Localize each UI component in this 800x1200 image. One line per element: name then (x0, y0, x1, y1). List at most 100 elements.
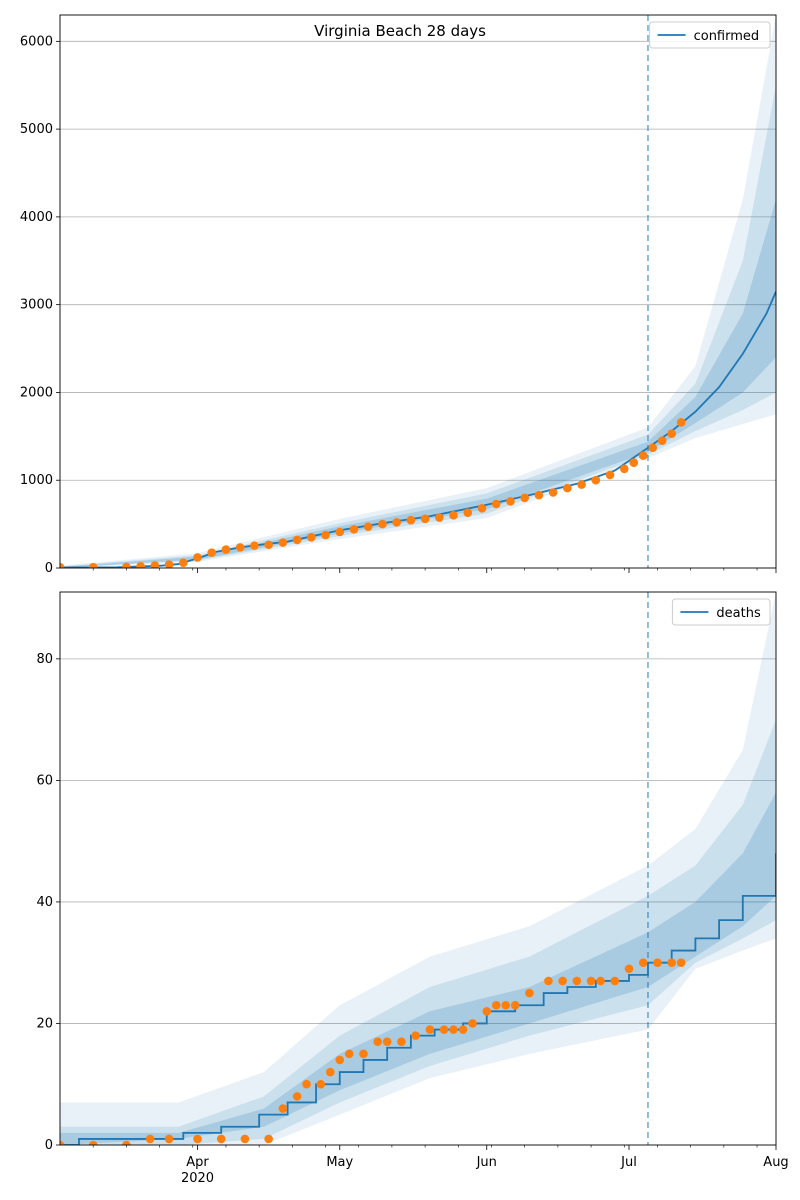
data-point (624, 964, 634, 974)
data-point (207, 548, 217, 557)
data-point (572, 976, 582, 986)
data-point (392, 518, 401, 527)
data-point (629, 458, 639, 467)
y-tick-label: 5000 (20, 122, 53, 137)
data-point (193, 553, 202, 562)
y-tick-label: 0 (45, 561, 53, 576)
data-point (136, 561, 145, 568)
uncertainty-band-wide (60, 719, 776, 1145)
data-point (667, 429, 676, 439)
data-point (302, 1079, 311, 1089)
data-point (307, 532, 316, 542)
data-point (321, 530, 330, 540)
data-point (411, 1031, 420, 1040)
data-point (325, 1067, 335, 1077)
data-point (510, 1000, 520, 1010)
data-point (638, 958, 648, 967)
data-point (667, 958, 676, 967)
data-point (586, 976, 596, 986)
data-point (596, 976, 605, 986)
data-point (648, 443, 658, 453)
y-tick-label: 4000 (20, 210, 53, 225)
legend-box (671, 598, 771, 626)
x-tick-label: Jul (620, 1155, 637, 1170)
data-point (477, 504, 487, 513)
data-point (525, 988, 534, 998)
data-point (605, 470, 615, 480)
data-point (292, 1092, 302, 1101)
y-tick-label: 80 (36, 652, 53, 667)
data-point (164, 1134, 174, 1144)
plot-area (60, 592, 776, 1145)
data-point (676, 417, 686, 427)
axes-frame (59, 14, 777, 569)
data-point (458, 1025, 468, 1034)
data-point (264, 540, 273, 550)
confirmed-panel: 0 1000 2000 3000 4000 5000 6000 Virginia Beach … (20, 14, 777, 576)
data-point (544, 976, 553, 986)
data-point (240, 1134, 250, 1144)
uncertainty-band-widest (60, 592, 776, 1145)
y-tick-label: 60 (36, 773, 53, 788)
plot-area (60, 15, 776, 568)
data-point (122, 1140, 131, 1145)
data-point (610, 976, 620, 986)
data-point (264, 1134, 273, 1144)
data-point (164, 560, 174, 568)
data-point (397, 1037, 406, 1046)
data-point (60, 562, 65, 568)
data-point (359, 1049, 368, 1059)
uncertainty-band-wide (60, 85, 776, 568)
data-point (221, 545, 231, 554)
y-tick-label: 1000 (20, 473, 53, 488)
x-tick-sublabel: 2020 (181, 1171, 214, 1186)
data-point (439, 1025, 449, 1034)
data-point (491, 1000, 501, 1010)
uncertainty-band-narrow (60, 199, 776, 568)
data-point (122, 562, 131, 568)
data-point (178, 558, 188, 568)
uncertainty-band-widest (60, 15, 776, 568)
data-point (676, 958, 686, 967)
y-tick-label: 6000 (20, 34, 53, 49)
data-point (534, 490, 544, 500)
data-point (88, 1140, 98, 1145)
data-point (349, 525, 359, 534)
data-point (577, 480, 586, 489)
data-point (482, 1007, 492, 1016)
data-point (463, 508, 473, 517)
data-point (335, 1055, 345, 1065)
data-point (420, 514, 430, 524)
chart-title: Virginia Beach 28 days (314, 22, 486, 40)
y-tick-label: 40 (36, 895, 53, 910)
y-tick-label: 20 (36, 1016, 53, 1031)
data-point (250, 541, 259, 550)
data-point (278, 1104, 288, 1113)
legend-entry: deaths (716, 606, 761, 621)
data-point (363, 522, 373, 532)
x-tick-label: May (326, 1155, 353, 1170)
data-point (638, 451, 648, 460)
data-point (491, 499, 501, 509)
data-point (449, 1025, 458, 1034)
data-point (278, 538, 288, 547)
y-tick-label: 0 (45, 1138, 53, 1153)
x-tick-label: Aug (763, 1155, 788, 1170)
data-point (520, 493, 529, 503)
legend-box (649, 21, 771, 49)
x-tick-label: Jun (476, 1155, 497, 1170)
data-point (548, 488, 558, 497)
data-point (558, 976, 567, 986)
data-point (378, 519, 387, 529)
data-point (501, 1000, 511, 1010)
data-point (316, 1079, 326, 1089)
data-point (60, 1140, 65, 1145)
data-point (653, 958, 662, 967)
data-point (344, 1049, 354, 1059)
data-point (145, 1134, 155, 1144)
data-point (506, 496, 515, 506)
data-point (449, 511, 458, 520)
data-point (425, 1025, 435, 1034)
